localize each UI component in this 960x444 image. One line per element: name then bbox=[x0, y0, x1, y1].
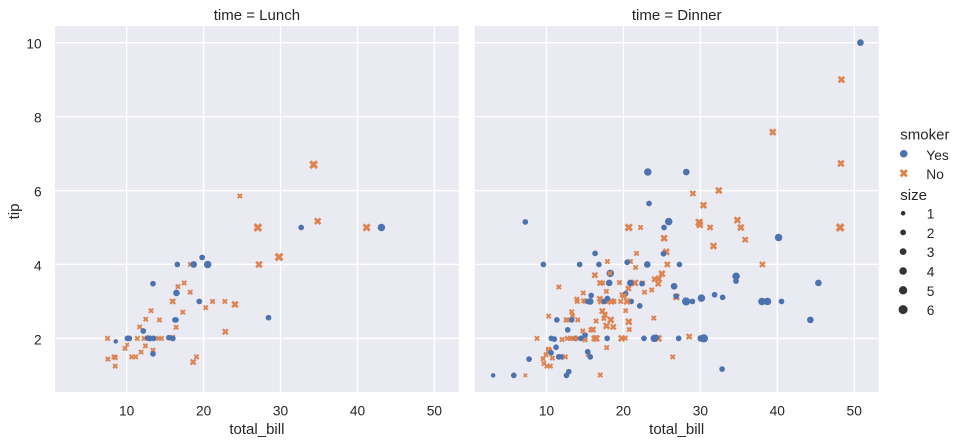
svg-text:50: 50 bbox=[427, 403, 443, 418]
svg-text:Yes: Yes bbox=[926, 148, 949, 163]
svg-text:30: 30 bbox=[693, 403, 709, 418]
svg-text:40: 40 bbox=[350, 403, 366, 418]
svg-text:6: 6 bbox=[927, 303, 935, 318]
svg-text:20: 20 bbox=[196, 403, 212, 418]
svg-text:10: 10 bbox=[26, 37, 42, 52]
svg-text:total_bill: total_bill bbox=[649, 421, 704, 438]
svg-text:2: 2 bbox=[34, 332, 42, 347]
svg-text:1: 1 bbox=[927, 207, 935, 222]
svg-text:30: 30 bbox=[273, 403, 289, 418]
svg-text:8: 8 bbox=[34, 110, 42, 125]
svg-text:50: 50 bbox=[847, 403, 863, 418]
svg-text:20: 20 bbox=[616, 403, 632, 418]
svg-text:10: 10 bbox=[539, 403, 555, 418]
svg-text:6: 6 bbox=[34, 184, 42, 199]
svg-text:4: 4 bbox=[927, 265, 935, 280]
svg-text:smoker: smoker bbox=[900, 127, 949, 144]
svg-text:2: 2 bbox=[927, 226, 935, 241]
svg-text:10: 10 bbox=[119, 403, 135, 418]
svg-text:5: 5 bbox=[927, 284, 935, 299]
svg-text:3: 3 bbox=[927, 245, 935, 260]
svg-text:total_bill: total_bill bbox=[229, 421, 284, 438]
svg-text:time = Dinner: time = Dinner bbox=[632, 7, 722, 24]
svg-text:tip: tip bbox=[6, 204, 23, 220]
svg-text:time = Lunch: time = Lunch bbox=[214, 7, 300, 24]
svg-text:40: 40 bbox=[770, 403, 786, 418]
svg-text:4: 4 bbox=[34, 258, 42, 273]
svg-text:No: No bbox=[926, 167, 944, 182]
svg-text:size: size bbox=[900, 187, 927, 204]
